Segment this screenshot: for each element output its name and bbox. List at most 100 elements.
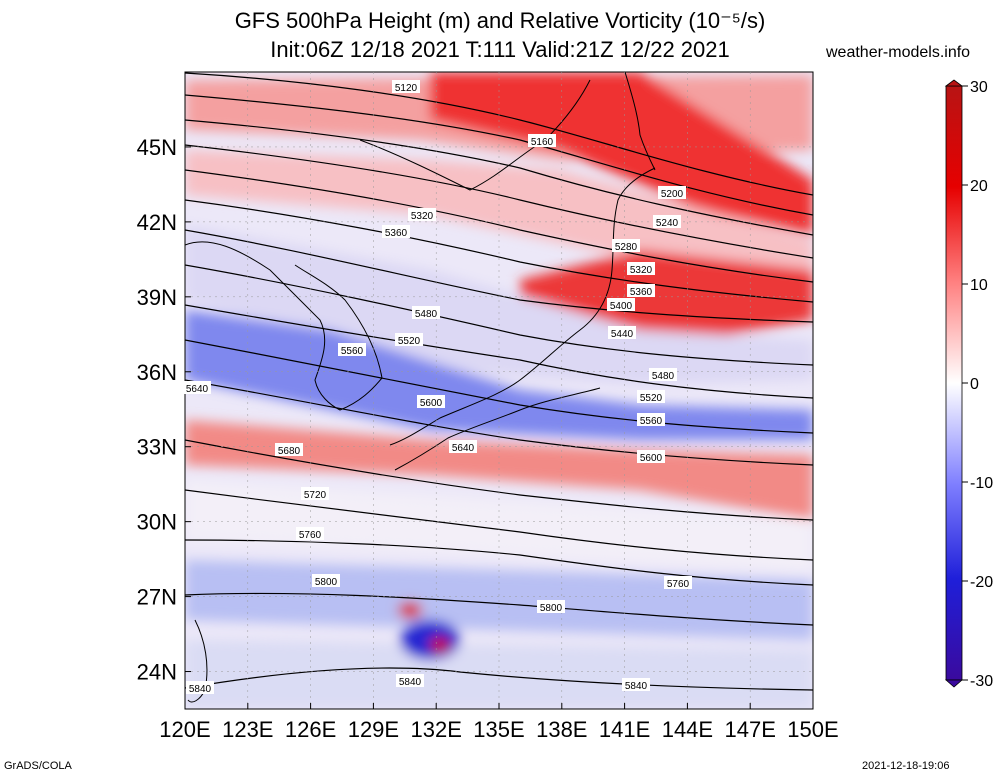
contour-line [185, 339, 813, 434]
svg-text:5320: 5320 [411, 211, 434, 222]
contour-line [185, 94, 813, 216]
coastline-china-korea [185, 241, 383, 411]
colorbar-tick-label: 30 [970, 79, 988, 96]
contour-line [185, 169, 813, 283]
svg-text:5720: 5720 [304, 490, 327, 501]
contour-line [185, 379, 813, 466]
contour-label: 5560 [338, 343, 366, 357]
svg-text:5560: 5560 [640, 416, 663, 427]
footer-timestamp: 2021-12-18-19:06 [862, 760, 950, 772]
longitude-axis: 120E 123E 126E 129E 132E 135E 138E 141E 144E 147E… [159, 703, 839, 742]
coastline-japan [389, 167, 656, 446]
lat-tick-label: 27N [137, 585, 177, 610]
footer-software: GrADS/COLA [4, 760, 72, 772]
colorbar-tick-label: -10 [970, 475, 993, 492]
contour-line [185, 539, 813, 586]
svg-text:5600: 5600 [640, 453, 663, 464]
coastlines [185, 72, 656, 703]
contour-line [185, 72, 813, 196]
lon-tick-label: 135E [473, 717, 524, 742]
svg-text:5400: 5400 [610, 301, 633, 312]
coastline-japan-south [394, 387, 601, 471]
svg-text:5480: 5480 [415, 309, 438, 320]
contour-label: 5240 [653, 215, 681, 229]
contour-label: 5840 [186, 681, 214, 695]
contour-label: 5720 [301, 487, 329, 501]
lon-tick-label: 126E [285, 717, 336, 742]
height-contours [185, 72, 813, 691]
svg-text:5160: 5160 [531, 137, 554, 148]
lat-tick-label: 24N [137, 660, 177, 685]
contour-label: 5640 [449, 440, 477, 454]
svg-text:5800: 5800 [315, 577, 338, 588]
colorbar-tick-label: 0 [970, 376, 979, 393]
lat-tick-label: 33N [137, 435, 177, 460]
contour-label: 5440 [608, 326, 636, 340]
graticule [185, 72, 813, 709]
contour-label: 5360 [627, 284, 655, 298]
lon-tick-label: 129E [348, 717, 399, 742]
contour-label: 5760 [296, 527, 324, 541]
colorbar-tick-label: -30 [970, 673, 993, 690]
lon-tick-label: 138E [536, 717, 587, 742]
colorbar-tick-label: 20 [970, 178, 988, 195]
svg-text:5600: 5600 [420, 398, 443, 409]
lon-tick-label: 141E [599, 717, 650, 742]
svg-text:5120: 5120 [395, 83, 418, 94]
contour-label: 5800 [312, 574, 340, 588]
colorbar-min-arrow [944, 679, 964, 688]
svg-text:5760: 5760 [667, 579, 690, 590]
contour-line [185, 119, 813, 236]
colorbar: 30 20 10 0 -10 -20 -30 [944, 79, 993, 690]
svg-text:5240: 5240 [656, 218, 679, 229]
svg-text:5360: 5360 [385, 228, 408, 239]
contour-label: 5840 [622, 678, 650, 692]
svg-text:5280: 5280 [615, 242, 638, 253]
lat-tick-label: 30N [137, 510, 177, 535]
lon-tick-label: 123E [222, 717, 273, 742]
contour-line [185, 199, 813, 303]
lat-tick-label: 39N [137, 285, 177, 310]
contour-label: 5760 [664, 576, 692, 590]
lon-tick-label: 144E [662, 717, 713, 742]
contour-line [185, 304, 813, 399]
svg-text:5640: 5640 [186, 384, 209, 395]
contour-line [185, 592, 813, 626]
svg-text:5200: 5200 [661, 189, 684, 200]
lon-tick-label: 120E [159, 717, 210, 742]
svg-text:5800: 5800 [540, 603, 563, 614]
contour-label: 5360 [382, 225, 410, 239]
lat-tick-label: 45N [137, 135, 177, 160]
svg-text:5520: 5520 [640, 393, 663, 404]
contour-label: 5840 [396, 674, 424, 688]
svg-text:5680: 5680 [278, 446, 301, 457]
colorbar-tick-label: -20 [970, 574, 993, 591]
contour-label: 5320 [408, 208, 436, 222]
contour-label: 5680 [275, 443, 303, 457]
svg-text:5640: 5640 [452, 443, 475, 454]
contour-label: 5480 [649, 368, 677, 382]
contour-label: 5800 [537, 600, 565, 614]
svg-text:5840: 5840 [399, 677, 422, 688]
lon-tick-label: 147E [725, 717, 776, 742]
svg-text:5560: 5560 [341, 346, 364, 357]
colorbar-max-arrow [944, 79, 964, 87]
svg-text:5320: 5320 [630, 265, 653, 276]
svg-text:5360: 5360 [630, 287, 653, 298]
contour-label: 5200 [658, 186, 686, 200]
chart-subtitle: Init:06Z 12/18 2021 T:111 Valid:21Z 12/2… [270, 37, 730, 62]
contour-label: 5600 [637, 450, 665, 464]
contour-line [185, 144, 813, 259]
lon-tick-label: 132E [411, 717, 462, 742]
contour-label: 5480 [412, 306, 440, 320]
contour-label: 5160 [528, 134, 556, 148]
contour-label: 5280 [612, 239, 640, 253]
svg-text:5760: 5760 [299, 530, 322, 541]
svg-text:5840: 5840 [189, 684, 212, 695]
contour-line [185, 489, 813, 561]
latitude-axis: 45N 42N 39N 36N 33N 30N 27N 24N [137, 135, 191, 685]
lon-tick-label: 150E [787, 717, 838, 742]
colorbar-ramp [945, 85, 963, 681]
coastline-sakhalin [624, 72, 656, 171]
